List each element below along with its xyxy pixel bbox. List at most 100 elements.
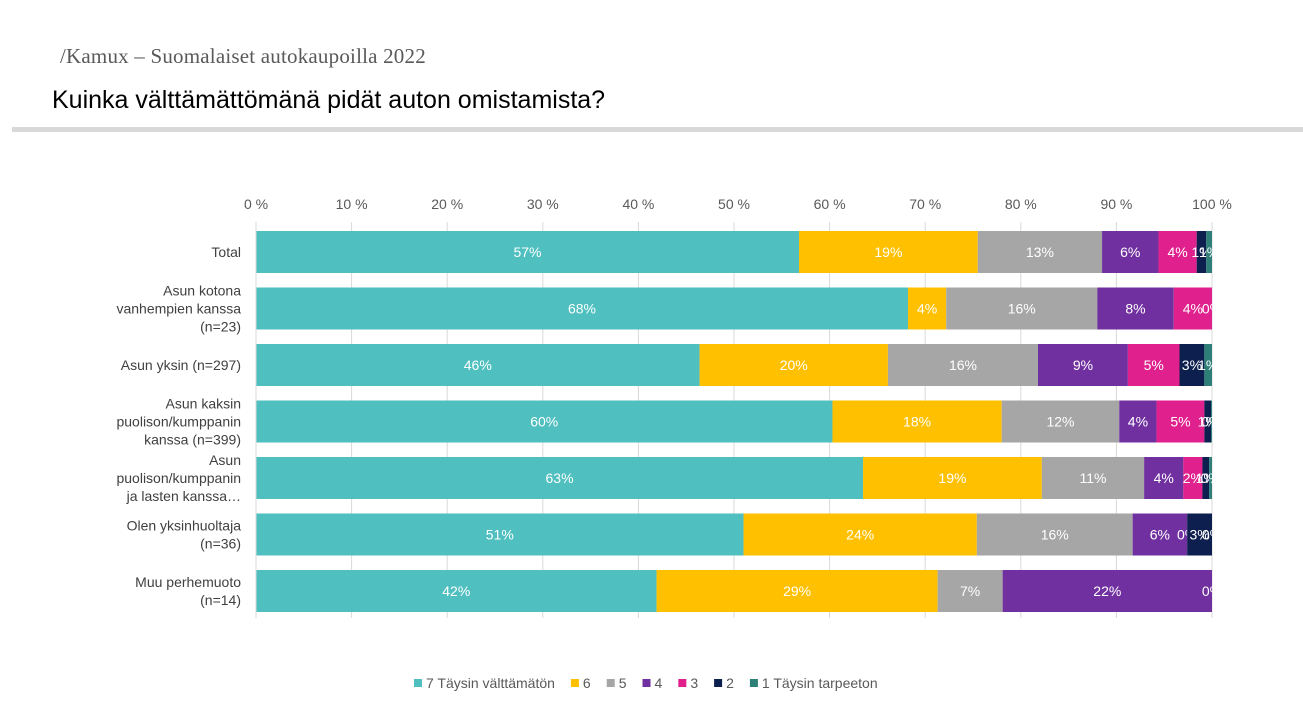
bar-segment [743,513,977,556]
data-label: 19% [874,244,902,260]
data-label: 1% [1198,357,1218,373]
bar-segment [887,344,1039,386]
data-label: 4% [1183,301,1203,317]
data-label: 2% [1183,470,1203,486]
category-label: puolison/kumppanin [116,470,241,486]
legend-swatch [414,679,422,687]
x-tick-label: 100 % [1192,196,1232,212]
bar-segment [1204,344,1212,386]
category-label: Muu perhemuoto [135,574,241,590]
data-label: 0% [1200,470,1220,486]
data-label: 12% [1046,414,1074,430]
category-label: (n=36) [200,536,241,552]
data-label: 0% [1202,301,1222,317]
data-label: 8% [1125,301,1145,317]
bar-segment [256,231,800,273]
bar-segment [1127,344,1180,386]
x-tick-label: 20 % [431,196,463,212]
bar-segment [1183,457,1203,499]
legend-label: 7 Täysin välttämätön [426,675,555,691]
data-label: 1% [1199,244,1219,260]
legend-swatch [642,679,651,687]
data-label: 63% [546,470,574,486]
category-label: Asun kotona [163,283,241,299]
data-label: 11% [1079,470,1106,486]
data-label: 29% [783,583,811,599]
data-label: 22% [1093,583,1121,599]
category-label: Total [211,244,241,260]
bar-segment [1156,400,1205,443]
data-label: 9% [1073,357,1093,373]
data-label: 6% [1150,527,1170,543]
bar-segment [1041,457,1145,499]
category-label: (n=14) [200,592,241,608]
bar-segment [1132,513,1188,556]
data-label: 7% [960,583,980,599]
data-label: 60% [530,414,558,430]
legend-label: 5 [619,675,627,691]
data-label: 51% [486,527,514,543]
bar-segment [1209,457,1212,499]
legend-swatch [749,679,758,687]
x-tick-label: 50 % [718,196,750,212]
x-tick-label: 90 % [1100,196,1132,212]
x-tick-label: 70 % [909,196,941,212]
data-label: 13% [1026,244,1054,260]
bar-segment [1206,231,1212,273]
data-label: 5% [1144,357,1164,373]
x-tick-label: 30 % [527,196,559,212]
bar-segment [699,344,888,386]
data-label: 24% [846,527,874,543]
legend-swatch [714,679,723,687]
bar-segment [256,457,864,499]
data-label: 16% [1041,527,1069,543]
bar-segment [1204,400,1212,443]
data-label: 0% [1202,583,1222,599]
category-label: kanssa (n=399) [144,432,241,448]
bar-segment [1187,513,1212,556]
bar-segment [977,231,1103,273]
legend-swatch [606,679,615,687]
data-label: 42% [442,583,470,599]
data-label: 68% [568,301,596,317]
data-label: 5% [1170,414,1190,430]
data-label: 46% [464,357,492,373]
bar-segment [976,513,1133,556]
bar-segment [1211,400,1212,443]
data-label: 20% [780,357,808,373]
bar-segment [832,400,1002,443]
category-label: Asun kaksin [166,396,241,412]
bar-segment [256,344,700,386]
category-label: (n=23) [200,319,241,335]
bar-segment [907,287,947,330]
legend-label: 1 Täysin tarpeeton [762,675,878,691]
data-label: 6% [1120,244,1140,260]
x-tick-label: 10 % [336,196,368,212]
data-label: 4% [1167,244,1187,260]
bar-segment [1119,400,1157,443]
legend-label: 4 [655,675,663,691]
bar-segment [1038,344,1128,386]
data-label: 4% [1128,414,1148,430]
legend-swatch [678,679,687,687]
report-subtitle: /Kamux – Suomalaiset autokaupoilla 2022 [60,44,426,68]
data-label: 3% [1182,357,1202,373]
bar-segment [937,570,1003,612]
x-tick-label: 80 % [1005,196,1037,212]
bar-segment [1097,287,1174,330]
category-label: Asun [209,452,241,468]
title-divider [12,127,1303,132]
x-tick-label: 0 % [244,196,268,212]
data-label: 0% [1202,527,1222,543]
category-label: Asun yksin (n=297) [121,357,241,373]
bar-segment [256,570,657,612]
bar-segment [946,287,1098,330]
legend-label: 3 [690,675,698,691]
bar-segment [1158,231,1197,273]
bar-segment [1102,231,1159,273]
x-tick-label: 60 % [814,196,846,212]
bar-segment [656,570,938,612]
data-label: 16% [1008,301,1036,317]
data-label: 0% [1201,414,1221,430]
